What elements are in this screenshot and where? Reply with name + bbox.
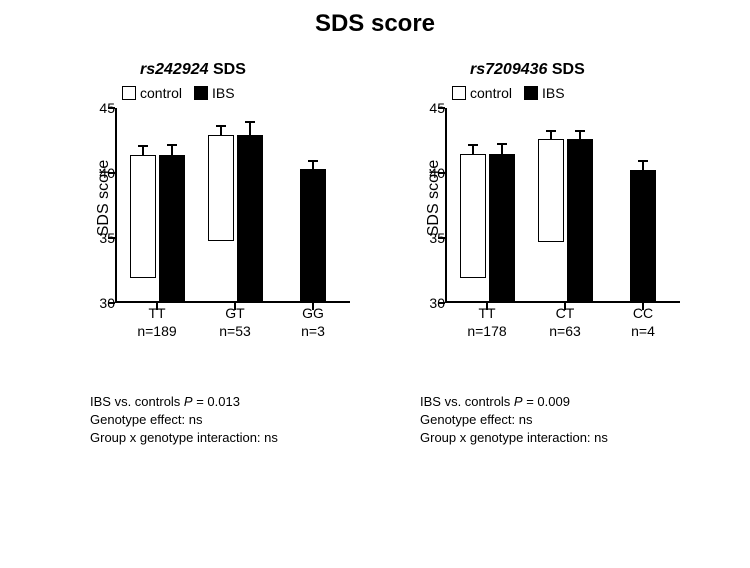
error-cap	[138, 145, 148, 147]
panels-container: rs242924 SDScontrolIBSSDS score30354045T…	[20, 53, 730, 448]
stats-line: IBS vs. controls P = 0.009	[420, 393, 690, 411]
error-cap	[167, 144, 177, 146]
y-tick	[108, 237, 115, 239]
stats-block: IBS vs. controls P = 0.009Genotype effec…	[420, 393, 690, 448]
swatch-control	[122, 86, 136, 100]
bar-ibs	[237, 135, 263, 303]
plot-area	[115, 108, 350, 303]
error-bar	[171, 144, 173, 156]
error-cap	[638, 160, 648, 162]
legend-item-control: control	[452, 85, 512, 101]
legend: control IBS	[452, 85, 565, 101]
x-tick	[486, 303, 488, 310]
bar-group	[460, 154, 515, 304]
x-n-label: n=3	[301, 323, 325, 339]
stats-line: Group x genotype interaction: ns	[420, 429, 690, 447]
legend-item-ibs: IBS	[194, 85, 235, 101]
bar-control	[208, 135, 234, 240]
error-bar	[550, 130, 552, 140]
error-cap	[575, 130, 585, 132]
stats-line: Group x genotype interaction: ns	[90, 429, 360, 447]
bar-ibs	[300, 169, 326, 303]
y-tick	[438, 107, 445, 109]
plot-area	[445, 108, 680, 303]
error-cap	[497, 143, 507, 145]
x-n-label: n=4	[631, 323, 655, 339]
legend-label-ibs: IBS	[212, 85, 235, 101]
error-bar	[249, 121, 251, 137]
error-cap	[468, 144, 478, 146]
chart-panel: rs7209436 SDScontrolIBSSDS score30354045…	[390, 53, 690, 448]
bar-ibs	[159, 155, 185, 303]
x-n-label: n=178	[467, 323, 506, 339]
bar-ibs	[567, 139, 593, 303]
x-n-label: n=189	[137, 323, 176, 339]
bar-group	[538, 139, 593, 303]
panel-subtitle: rs242924 SDS	[140, 61, 246, 79]
main-title: SDS score	[20, 10, 730, 38]
snp-suffix: SDS	[209, 61, 246, 78]
y-tick	[108, 107, 115, 109]
panel-subtitle: rs7209436 SDS	[470, 61, 585, 79]
error-bar	[472, 144, 474, 154]
y-axis	[445, 108, 447, 303]
p-label: P	[514, 394, 523, 409]
legend-item-ibs: IBS	[524, 85, 565, 101]
bar-control	[130, 155, 156, 279]
swatch-control	[452, 86, 466, 100]
swatch-ibs	[194, 86, 208, 100]
snp-name: rs242924	[140, 61, 209, 78]
stats-line: IBS vs. controls P = 0.013	[90, 393, 360, 411]
y-axis	[115, 108, 117, 303]
y-tick	[108, 302, 115, 304]
y-tick	[438, 237, 445, 239]
stats-line: Genotype effect: ns	[420, 411, 690, 429]
error-bar	[579, 130, 581, 140]
x-n-label: n=63	[549, 323, 581, 339]
bar-control	[460, 154, 486, 279]
bar-group	[208, 135, 263, 303]
chart-area: rs242924 SDScontrolIBSSDS score30354045T…	[60, 53, 360, 343]
x-tick	[156, 303, 158, 310]
error-cap	[245, 121, 255, 123]
x-n-label: n=53	[219, 323, 251, 339]
stats-block: IBS vs. controls P = 0.013Genotype effec…	[90, 393, 360, 448]
error-bar	[142, 145, 144, 155]
legend-item-control: control	[122, 85, 182, 101]
bar-group	[130, 155, 185, 303]
y-tick	[108, 172, 115, 174]
y-tick	[438, 302, 445, 304]
error-cap	[216, 125, 226, 127]
chart-area: rs7209436 SDScontrolIBSSDS score30354045…	[390, 53, 690, 343]
snp-name: rs7209436	[470, 61, 547, 78]
error-cap	[308, 160, 318, 162]
stats-line: Genotype effect: ns	[90, 411, 360, 429]
legend-label-control: control	[140, 85, 182, 101]
legend: control IBS	[122, 85, 235, 101]
error-bar	[220, 125, 222, 137]
x-tick	[564, 303, 566, 310]
error-bar	[312, 160, 314, 170]
bar-control	[538, 139, 564, 242]
x-tick	[312, 303, 314, 310]
swatch-ibs	[524, 86, 538, 100]
bar-group	[630, 170, 656, 303]
chart-panel: rs242924 SDScontrolIBSSDS score30354045T…	[60, 53, 360, 448]
p-label: P	[184, 394, 193, 409]
bar-group	[300, 169, 326, 303]
error-cap	[546, 130, 556, 132]
y-tick	[438, 172, 445, 174]
legend-label-ibs: IBS	[542, 85, 565, 101]
error-bar	[642, 160, 644, 172]
x-tick	[234, 303, 236, 310]
bar-ibs	[630, 170, 656, 303]
snp-suffix: SDS	[547, 61, 584, 78]
error-bar	[501, 143, 503, 155]
legend-label-control: control	[470, 85, 512, 101]
x-tick	[642, 303, 644, 310]
bar-ibs	[489, 154, 515, 304]
